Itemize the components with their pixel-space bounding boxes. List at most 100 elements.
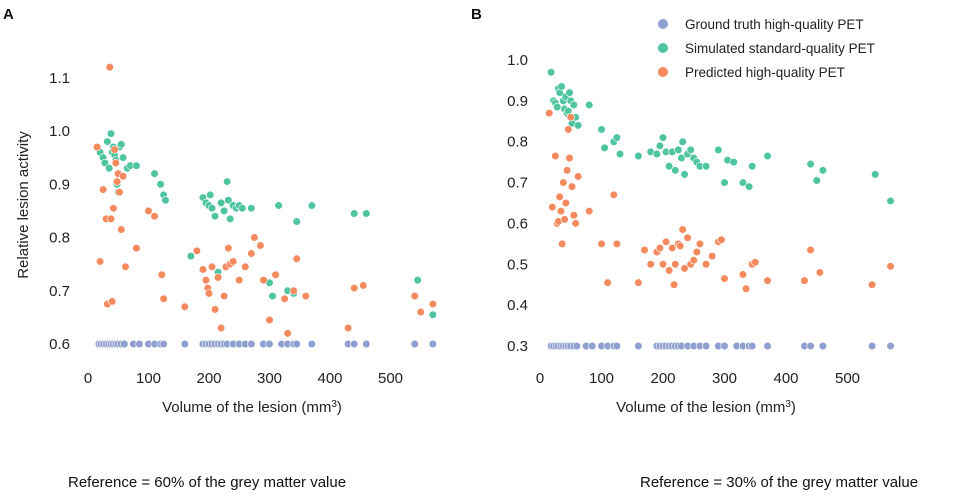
panel-b-point-series-1 xyxy=(818,166,828,175)
panel-a-ylabel: Relative lesion activity xyxy=(15,131,32,279)
panel-b-point-series-2 xyxy=(612,239,621,248)
panel-a-ytick-label: 0.8 xyxy=(49,230,70,247)
panel-b-point-series-0 xyxy=(818,341,828,351)
panel-b-point-series-1 xyxy=(574,121,583,130)
panel-b-point-series-2 xyxy=(671,260,680,269)
panel-b-point-series-1 xyxy=(569,100,578,110)
panel-b-point-series-0 xyxy=(867,341,877,351)
panel-a-point-series-0 xyxy=(180,339,189,349)
panel-b-point-series-2 xyxy=(669,280,679,289)
panel-a-point-series-0 xyxy=(362,339,371,349)
panel-b-point-series-2 xyxy=(867,280,877,289)
panel-a-ytick-label: 1.1 xyxy=(49,70,70,87)
panel-b-point-series-0 xyxy=(588,341,597,351)
panel-a-point-series-2 xyxy=(247,249,256,258)
panel-a-point-series-2 xyxy=(289,286,298,295)
panel-a-point-series-0 xyxy=(120,339,129,349)
panel-a-label: A xyxy=(3,6,14,23)
panel-a-point-series-1 xyxy=(106,129,116,138)
panel-b-point-series-1 xyxy=(655,141,665,150)
panel-a-point-series-1 xyxy=(118,153,128,162)
panel-a-point-series-2 xyxy=(132,244,141,253)
legend-marker-simulated xyxy=(658,43,668,53)
panel-b-point-series-2 xyxy=(751,258,760,267)
panel-b-point-series-0 xyxy=(612,341,621,351)
panel-b-point-series-2 xyxy=(695,239,705,248)
panel-b-point-series-1 xyxy=(729,158,738,167)
panel-b-point-series-1 xyxy=(720,178,729,187)
panel-a-point-series-2 xyxy=(235,276,244,285)
panel-b-point-series-2 xyxy=(738,270,748,279)
panel-a-point-series-2 xyxy=(217,323,226,333)
panel-a-ytick-label: 1.0 xyxy=(49,123,70,140)
panel-b-point-series-2 xyxy=(566,113,575,122)
panel-b-point-series-2 xyxy=(634,278,643,287)
panel-b-point-series-0 xyxy=(763,341,772,351)
panel-b-point-series-2 xyxy=(661,237,671,246)
panel-b-point-series-2 xyxy=(574,172,583,181)
panel-a-point-series-2 xyxy=(92,142,102,152)
panel-b-point-series-0 xyxy=(720,341,729,351)
panel-a-point-series-0 xyxy=(135,339,144,349)
panel-b-ytick-label: 0.3 xyxy=(507,338,528,355)
panel-a-point-series-2 xyxy=(207,262,217,271)
panel-b-xtick-label: 400 xyxy=(773,370,798,387)
panel-b-point-series-2 xyxy=(815,268,824,277)
panel-a-point-series-2 xyxy=(428,299,437,309)
panel-a-point-series-1 xyxy=(117,140,126,149)
panel-b-point-series-1 xyxy=(738,178,748,187)
panel-b-xtick-label: 200 xyxy=(650,370,675,387)
panel-a-point-series-0 xyxy=(307,339,316,349)
panel-b-point-series-1 xyxy=(671,166,680,175)
panel-a-point-series-2 xyxy=(192,246,201,255)
panel-a-point-series-0 xyxy=(265,339,274,349)
panel-a-point-series-1 xyxy=(132,161,141,170)
panel-a-point-series-1 xyxy=(105,164,114,173)
panel-a-ytick-label: 0.7 xyxy=(49,283,70,300)
panel-b-point-series-1 xyxy=(612,133,621,142)
panel-a-point-series-1 xyxy=(238,204,247,213)
panel-a-point-series-1 xyxy=(226,214,235,223)
panel-a-point-series-1 xyxy=(362,209,371,218)
panel-a-point-series-1 xyxy=(217,198,226,207)
panel-b-point-series-2 xyxy=(548,202,557,212)
panel-b-point-series-2 xyxy=(564,125,573,134)
panel-b-point-series-2 xyxy=(560,215,569,224)
panel-a-point-series-2 xyxy=(204,289,214,298)
panel-b-point-series-2 xyxy=(886,262,895,271)
panel-a-point-series-2 xyxy=(220,291,229,301)
panel-a-point-series-1 xyxy=(247,204,256,213)
panel-a-point-series-1 xyxy=(156,180,165,189)
panel-b-xtick-label: 500 xyxy=(835,370,860,387)
panel-a-point-series-2 xyxy=(150,212,159,221)
legend-label-ground-truth: Ground truth high-quality PET xyxy=(685,17,864,32)
panel-b-ytick-label: 0.9 xyxy=(507,93,528,110)
panel-a-point-series-1 xyxy=(103,137,112,146)
panel-b-point-series-2 xyxy=(800,276,809,285)
panel-a-point-series-2 xyxy=(106,214,116,223)
panel-a-point-series-2 xyxy=(112,177,122,186)
panel-a-ytick-label: 0.9 xyxy=(49,176,70,193)
panel-a-point-series-0 xyxy=(428,339,437,349)
panel-a-point-series-2 xyxy=(159,294,168,303)
panel-a-point-series-2 xyxy=(109,204,118,213)
panel-b-point-series-1 xyxy=(748,162,757,171)
panel-a-point-series-1 xyxy=(220,206,229,215)
panel-a-point-series-2 xyxy=(201,276,211,285)
panel-b-point-series-1 xyxy=(886,196,895,206)
caption-b: Reference = 30% of the grey matter value xyxy=(640,474,919,491)
panel-b-point-series-1 xyxy=(677,153,686,163)
panel-a-point-series-2 xyxy=(259,276,268,285)
panel-a-point-series-1 xyxy=(223,177,232,186)
panel-a-xtick-label: 200 xyxy=(196,370,221,387)
panel-a-xtick-label: 500 xyxy=(378,370,403,387)
caption-a: Reference = 60% of the grey matter value xyxy=(68,474,347,491)
panel-b-point-series-2 xyxy=(655,243,665,253)
panel-b-point-series-1 xyxy=(600,143,609,152)
panel-a-point-series-2 xyxy=(256,241,265,250)
panel-b-xtick-label: 100 xyxy=(589,370,614,387)
panel-a-point-series-0 xyxy=(292,339,301,349)
panel-b-point-series-2 xyxy=(558,239,567,248)
panel-b-point-series-1 xyxy=(585,100,594,110)
